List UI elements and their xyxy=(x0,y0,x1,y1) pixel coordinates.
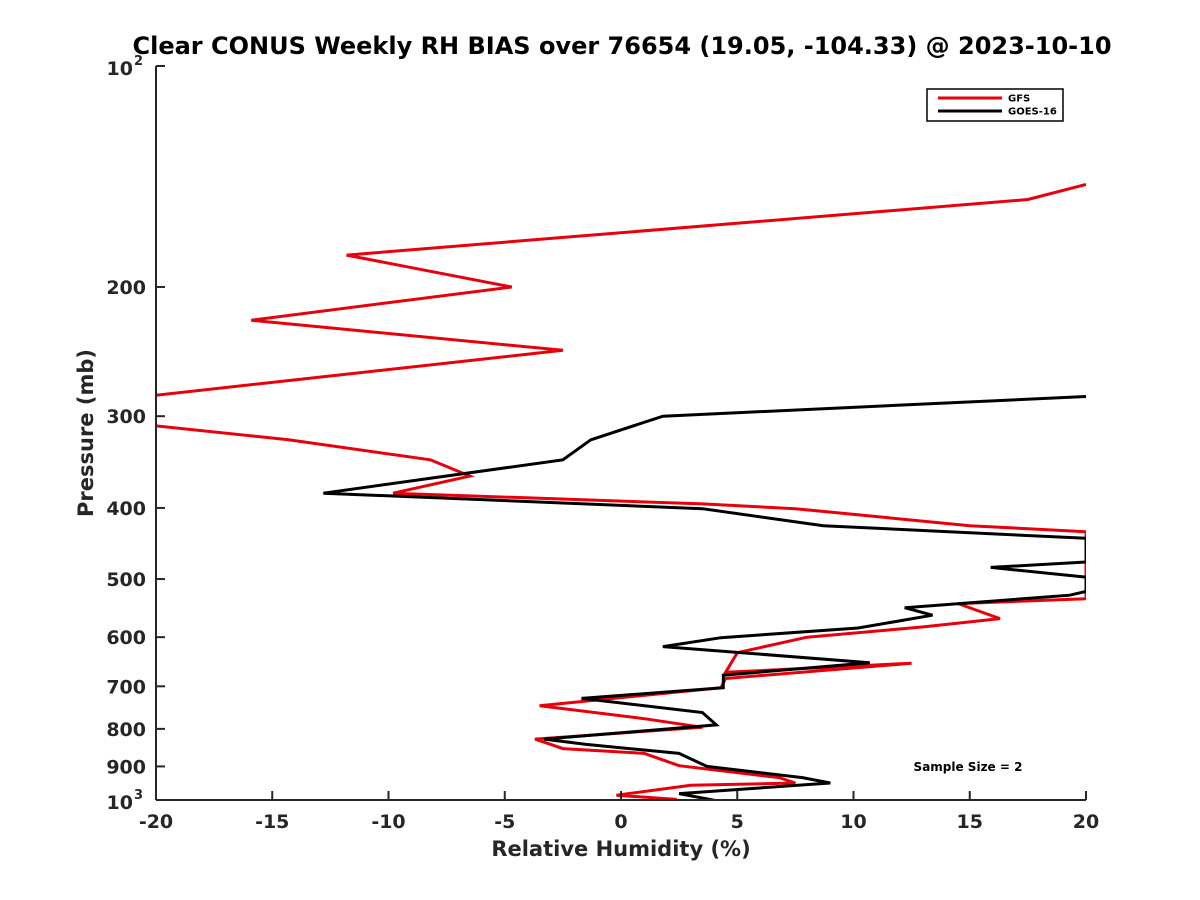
x-tick-label: 5 xyxy=(731,811,744,833)
y-tick-label: 900 xyxy=(106,756,146,778)
y-tick-label: 600 xyxy=(106,627,146,649)
y-tick-label: 200 xyxy=(106,277,146,299)
x-tick-label: -15 xyxy=(255,811,289,833)
y-tick-label: 700 xyxy=(106,676,146,698)
x-tick-label: -20 xyxy=(139,811,173,833)
y-decade-label-exp: 2 xyxy=(134,54,143,69)
x-tick-label: 15 xyxy=(957,811,983,833)
axes: -20 -15 -10 -5 0 5 10 15 20 200 300 400 500 600 700 800… xyxy=(106,54,1099,833)
legend-box xyxy=(926,88,1064,122)
y-tick-label: 800 xyxy=(106,719,146,741)
legend-label-goes16: GOES-16 xyxy=(1008,107,1057,118)
x-tick-label: -10 xyxy=(371,811,405,833)
x-axis-label: Relative Humidity (%) xyxy=(491,837,750,861)
chart-title: Clear CONUS Weekly RH BIAS over 76654 (1… xyxy=(132,32,1111,60)
y-tick-label: 300 xyxy=(106,406,146,428)
x-tick-label: -5 xyxy=(494,811,515,833)
x-tick-label: 0 xyxy=(614,811,627,833)
series-line-goes16 xyxy=(323,395,1086,800)
y-decade-label-exp: 3 xyxy=(134,788,143,803)
y-decade-label-base: 10 xyxy=(107,58,133,80)
y-tick-label: 500 xyxy=(106,569,146,591)
x-tick-label: 10 xyxy=(840,811,866,833)
legend: GFS GOES-16 xyxy=(926,88,1064,122)
sample-size-annotation: Sample Size = 2 xyxy=(914,760,1023,774)
legend-label-gfs: GFS xyxy=(1008,94,1030,105)
y-decade-label-base: 10 xyxy=(107,792,133,814)
series-layer xyxy=(156,182,1086,800)
y-axis-label: Pressure (mb) xyxy=(74,349,98,517)
series-line-gfs xyxy=(156,182,1086,800)
y-tick-label: 400 xyxy=(106,498,146,520)
x-tick-label: 20 xyxy=(1073,811,1099,833)
